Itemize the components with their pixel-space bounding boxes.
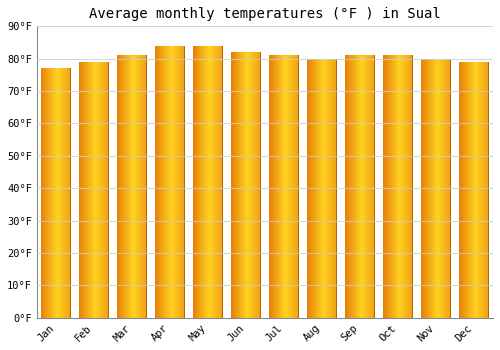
Title: Average monthly temperatures (°F ) in Sual: Average monthly temperatures (°F ) in Su… (89, 7, 441, 21)
